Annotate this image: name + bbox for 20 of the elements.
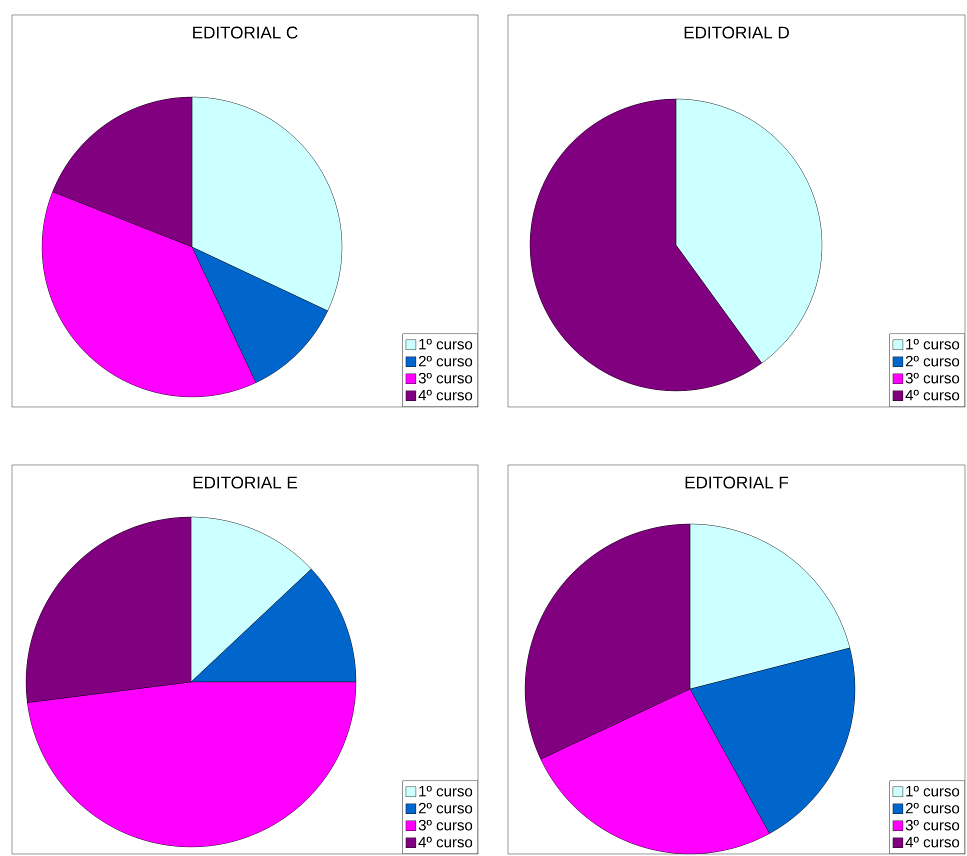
legend-label: 3º curso <box>418 820 472 830</box>
legend-label: 1º curso <box>906 338 960 350</box>
legend-label: 2º curso <box>418 802 472 814</box>
legend-label: 3º curso <box>906 820 960 830</box>
chart-title: EDITORIAL F <box>686 476 788 489</box>
chart-title: EDITORIAL E <box>194 476 298 489</box>
legend-label: 2º curso <box>906 356 960 366</box>
legend-label: 2º curso <box>418 356 472 366</box>
legend-label: 4º curso <box>905 390 960 400</box>
legend-label: 3º curso <box>906 372 960 384</box>
legend-label: 1º curso <box>419 786 472 796</box>
legend-label: 4º curso <box>418 390 472 400</box>
chart-title: EDITORIAL D <box>684 26 789 39</box>
chart-title: EDITORIAL C <box>193 26 298 39</box>
legend-label: 1º curso <box>419 338 472 350</box>
legend-label: 2º curso <box>906 802 960 814</box>
legend-label: 3º curso <box>418 372 472 384</box>
legend-label: 4º curso <box>418 836 472 848</box>
legend-label: 1º curso <box>906 786 960 796</box>
legend-label: 4º curso <box>905 836 960 848</box>
